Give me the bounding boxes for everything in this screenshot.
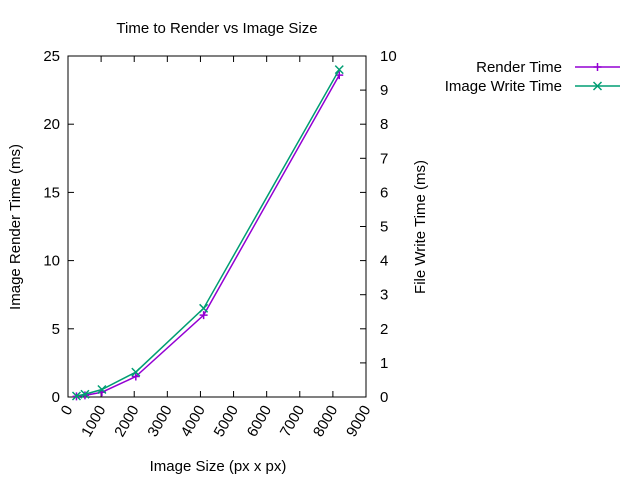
x-tick-label: 2000 xyxy=(111,403,142,440)
legend-label-image-write-time: Image Write Time xyxy=(445,78,562,95)
y2-tick-label: 2 xyxy=(380,321,388,338)
legend-entry-image-write-time: Image Write Time xyxy=(445,78,620,95)
y2-tick-label: 8 xyxy=(380,116,388,133)
legend-marker-image-write-time xyxy=(592,81,603,91)
y2-tick-label: 6 xyxy=(380,184,388,201)
y-axis-label-right: File Write Time (ms) xyxy=(412,160,429,294)
data-point-render-time xyxy=(199,311,208,320)
data-point-image-write-time xyxy=(71,391,82,401)
y2-tick-label: 9 xyxy=(380,82,388,99)
data-point-image-write-time xyxy=(131,367,141,377)
x-tick-label: 0 xyxy=(58,403,77,419)
y-axis-left: 0 5 10 15 20 25 xyxy=(43,48,74,406)
y2-tick-label: 1 xyxy=(380,355,388,372)
x-tick-label: 9000 xyxy=(343,403,374,440)
x-axis: 0 1000 2000 3000 4000 5000 6000 7000 8000 9000 xyxy=(58,56,374,440)
x-tick-label: 3000 xyxy=(144,403,175,440)
legend-label-render-time: Render Time xyxy=(476,59,562,76)
y2-tick-label: 4 xyxy=(380,253,388,270)
x-tick-label: 4000 xyxy=(177,403,208,440)
x-tick-label: 6000 xyxy=(244,403,275,440)
x-tick-label: 5000 xyxy=(211,403,242,440)
x-tick-label: 7000 xyxy=(277,403,308,440)
series-layer xyxy=(71,65,344,401)
legend-entry-render-time: Render Time xyxy=(476,59,620,76)
series-line-render-time xyxy=(76,74,340,398)
data-point-image-write-time xyxy=(80,389,90,399)
y2-tick-label: 0 xyxy=(380,389,388,406)
x-axis-label: Image Size (px x px) xyxy=(150,458,287,475)
data-point-image-write-time xyxy=(97,384,107,395)
data-point-image-write-time xyxy=(334,65,344,75)
y-tick-label: 5 xyxy=(52,321,60,338)
data-point-render-time xyxy=(131,372,140,381)
legend-marker-render-time xyxy=(593,63,602,71)
y-axis-label-left: Image Render Time (ms) xyxy=(7,144,24,310)
data-point-image-write-time xyxy=(199,303,209,313)
y-tick-label: 10 xyxy=(43,253,60,270)
y2-tick-label: 10 xyxy=(380,48,397,65)
legend: Render Time Image Write Time xyxy=(445,59,620,95)
y2-tick-label: 7 xyxy=(380,150,388,167)
chart-title: Time to Render vs Image Size xyxy=(116,20,317,37)
y-tick-label: 15 xyxy=(43,184,60,201)
y-tick-label: 20 xyxy=(43,116,60,133)
y2-tick-label: 3 xyxy=(380,287,388,304)
x-tick-label: 1000 xyxy=(78,403,109,440)
series-line-image-write-time xyxy=(76,69,340,397)
y2-tick-label: 5 xyxy=(380,219,388,236)
y-tick-label: 0 xyxy=(52,389,60,406)
x-tick-label: 8000 xyxy=(310,403,341,440)
y-axis-right: 0 1 2 3 4 5 6 7 8 9 10 xyxy=(360,48,397,406)
y-tick-label: 25 xyxy=(43,48,60,65)
